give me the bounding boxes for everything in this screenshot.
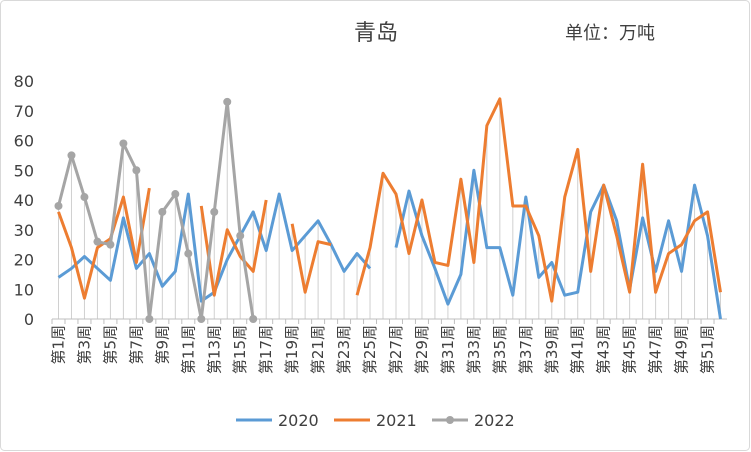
x-tick-label: 第31周 bbox=[439, 325, 457, 374]
y-tick-label: 80 bbox=[14, 72, 34, 91]
point-marker bbox=[145, 315, 154, 323]
series-line bbox=[57, 100, 255, 321]
x-tick-label: 第27周 bbox=[387, 325, 405, 374]
point-marker bbox=[132, 166, 141, 175]
legend-label: 2022 bbox=[474, 411, 515, 430]
x-tick-label: 第3周 bbox=[75, 325, 93, 365]
point-marker bbox=[67, 151, 76, 160]
point-marker bbox=[54, 201, 63, 210]
x-tick-label: 第17周 bbox=[257, 325, 275, 374]
x-tick-label: 第11周 bbox=[179, 325, 197, 374]
x-tick-label: 第1周 bbox=[49, 325, 67, 365]
x-tick-label: 第35周 bbox=[491, 325, 509, 374]
point-marker bbox=[223, 97, 232, 106]
y-tick-label: 50 bbox=[14, 161, 34, 180]
legend-marker bbox=[446, 416, 454, 424]
y-tick-label: 40 bbox=[14, 191, 34, 210]
x-tick-label: 第21周 bbox=[309, 325, 327, 374]
x-tick-label: 第23周 bbox=[335, 325, 353, 374]
point-marker bbox=[106, 240, 115, 249]
point-marker bbox=[93, 237, 102, 246]
x-tick-label: 第29周 bbox=[413, 325, 431, 374]
point-marker bbox=[236, 231, 245, 240]
x-tick-label: 第41周 bbox=[569, 325, 587, 374]
x-tick-label: 第33周 bbox=[465, 325, 483, 374]
y-tick-label: 20 bbox=[14, 251, 34, 270]
y-tick-label: 0 bbox=[24, 310, 34, 329]
point-marker bbox=[158, 207, 167, 216]
legend-label: 2021 bbox=[376, 411, 417, 430]
x-tick-label: 第45周 bbox=[621, 325, 639, 374]
x-tick-label: 第7周 bbox=[127, 325, 145, 365]
x-tick-label: 第19周 bbox=[283, 325, 301, 374]
x-tick-label: 第13周 bbox=[205, 325, 223, 374]
x-tick-label: 第47周 bbox=[647, 325, 665, 374]
x-tick-label: 第9周 bbox=[153, 325, 171, 365]
x-tick-label: 第51周 bbox=[699, 325, 717, 374]
point-marker bbox=[171, 190, 180, 199]
y-tick-label: 30 bbox=[14, 221, 34, 240]
point-marker bbox=[119, 139, 128, 148]
x-tick-label: 第5周 bbox=[101, 325, 119, 365]
x-tick-label: 第39周 bbox=[543, 325, 561, 374]
series-line bbox=[199, 199, 268, 297]
x-tick-label: 第37周 bbox=[517, 325, 535, 374]
y-tick-label: 10 bbox=[14, 280, 34, 299]
y-tick-label: 70 bbox=[14, 102, 34, 121]
point-marker bbox=[197, 315, 206, 323]
x-tick-label: 第43周 bbox=[595, 325, 613, 374]
x-tick-label: 第15周 bbox=[231, 325, 249, 374]
point-marker bbox=[80, 193, 89, 202]
point-marker bbox=[184, 249, 193, 258]
x-tick-label: 第25周 bbox=[361, 325, 379, 374]
y-tick-label: 60 bbox=[14, 132, 34, 151]
series-line bbox=[290, 223, 332, 294]
unit-annotation: 单位：万吨 bbox=[565, 23, 655, 44]
chart-title: 青岛 bbox=[354, 21, 398, 46]
point-marker bbox=[210, 207, 219, 216]
x-tick-label: 第49周 bbox=[673, 325, 691, 374]
legend-label: 2020 bbox=[278, 411, 319, 430]
point-marker bbox=[249, 315, 258, 323]
series-line bbox=[355, 97, 722, 303]
series-line bbox=[394, 168, 722, 320]
